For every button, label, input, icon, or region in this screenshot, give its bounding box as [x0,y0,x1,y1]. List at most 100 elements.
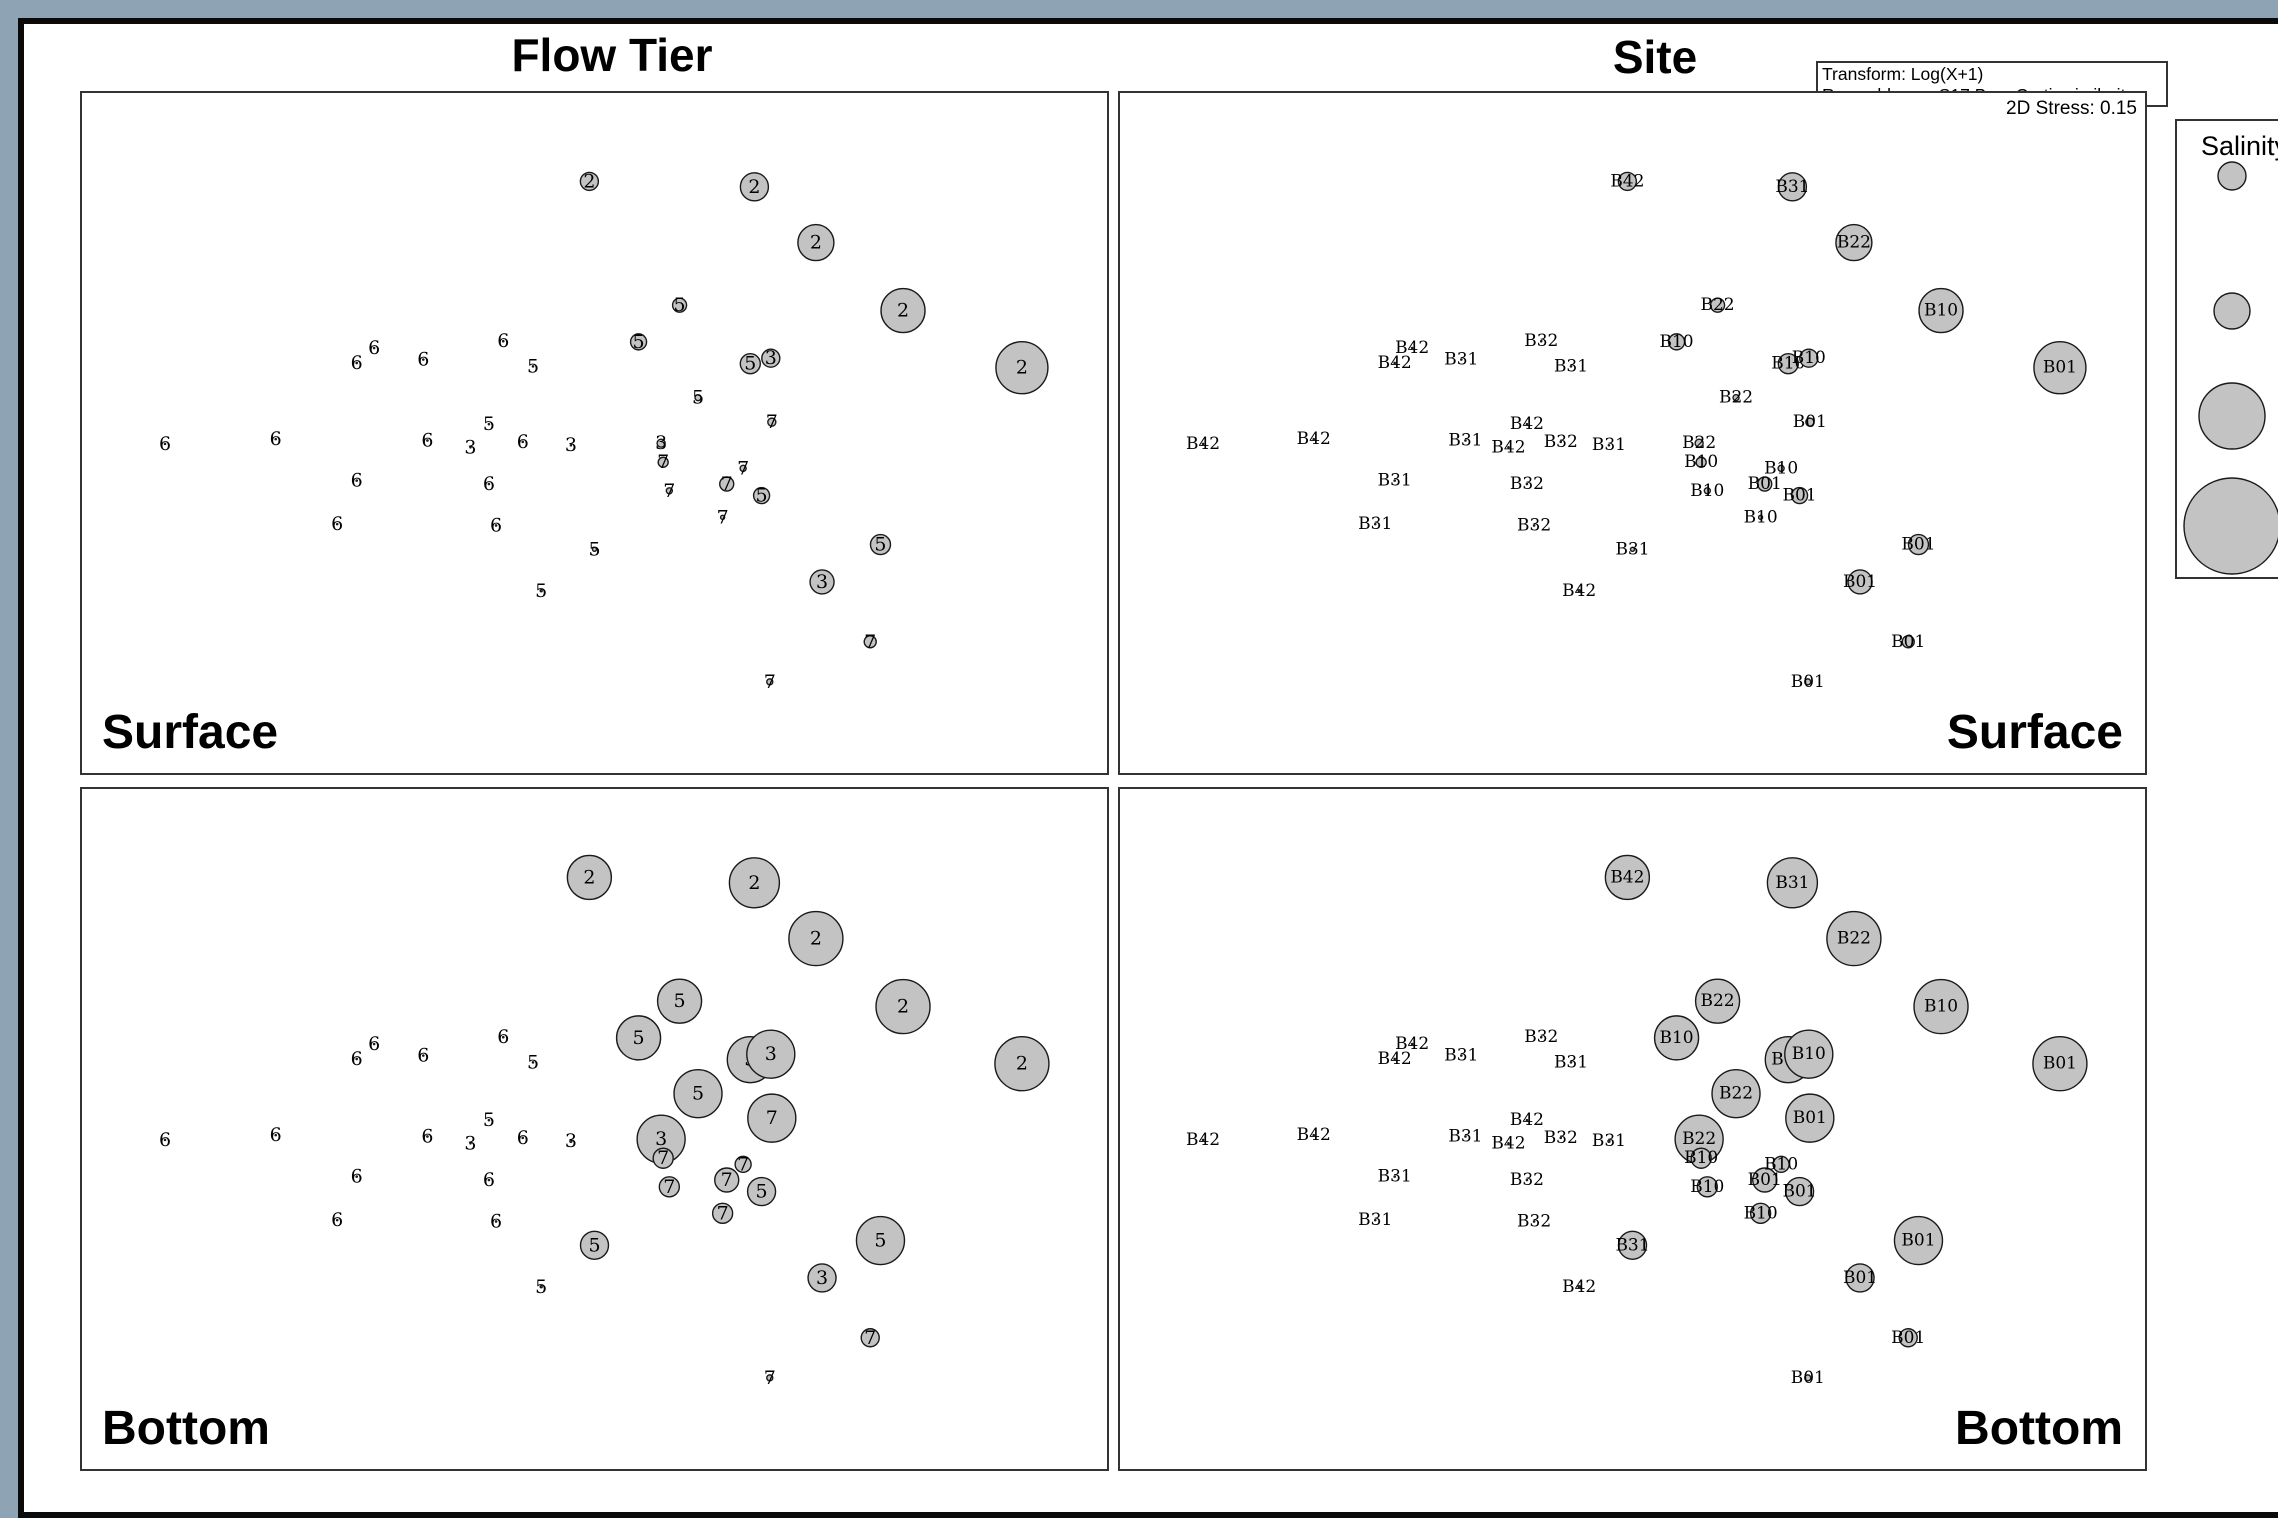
site-surface-bubble-8 [1799,348,1819,368]
panel-flow-tier-bottom: 2222255535737777575377556666665653636666… [80,787,1109,1471]
legend-bubble-2 [2198,382,2266,450]
site-bottom-bubble-15 [1772,1155,1790,1174]
tier-surface-label-6: 5 [633,331,645,353]
tier-surface-bubble-3 [880,287,926,334]
tier-bottom-bubble-16 [746,1176,777,1207]
site-bottom-bubble-29 [1539,1035,1543,1039]
site-surface-label-5: B22 [1701,295,1735,315]
tier-bottom-label-38: 6 [331,1209,343,1231]
tier-surface-bubble-12 [657,456,669,468]
legend-bubble-1 [2213,292,2251,330]
site-bottom-label-34: B32 [1544,1128,1578,1148]
site-surface-bubble-19 [1847,569,1873,595]
site-bottom-bubble-18 [1893,1215,1944,1266]
tier-surface-bubble-2 [797,223,835,262]
tier-surface-bubble-8 [761,348,781,368]
tier-surface-label-20: 7 [864,631,876,653]
tier-surface-bubble-1 [739,172,770,202]
site-surface-label-21: B01 [1791,672,1825,692]
tier-bottom-label-19: 3 [816,1267,828,1289]
tier-surface-label-39: 6 [490,514,502,536]
tier-bottom-bubble-21 [766,1374,774,1382]
site-bottom-label-2: B22 [1837,929,1871,949]
site-bottom-label-14: B01 [1748,1170,1782,1190]
tier-surface-label-22: 5 [588,538,600,560]
site-surface-bubble-32 [1525,422,1529,426]
site-bottom-label-32: B42 [1510,1110,1544,1130]
site-bottom-label-36: B31 [1378,1167,1412,1187]
site-surface-label-0: B42 [1610,171,1644,191]
site-surface-label-39: B32 [1517,515,1551,535]
tier-surface-label-31: 6 [421,429,433,451]
tier-bottom-label-10: 7 [766,1107,778,1129]
plot-site-surface: B42 B31B22B10B01B22B10B10B10B22B01B22B10B… [1186,171,2087,692]
tier-surface-bubble-20 [863,635,877,649]
site-surface-label-30: B31 [1554,356,1588,376]
tier-bottom-label-27: 6 [351,1048,363,1070]
tier-bottom-label-3: 2 [897,996,909,1018]
tier-bottom-bubble-30 [531,1061,535,1064]
tier-surface-label-12: 7 [657,451,669,473]
site-surface-label-35: B31 [1592,435,1626,455]
tier-surface-bubble-22 [591,546,598,552]
tier-surface-bubble-15 [739,464,747,473]
tier-bottom-label-23: 5 [535,1276,547,1298]
tier-surface-bubble-19 [809,569,835,595]
tier-bottom-label-39: 6 [490,1210,502,1232]
tier-bottom-label-33: 3 [464,1132,476,1154]
panel-label-surface: Surface [1946,706,2123,759]
site-bottom-label-24: B42 [1186,1130,1220,1150]
site-surface-label-24: B42 [1186,434,1220,454]
site-surface-bubble-3 [1918,287,1964,334]
panel-label-bottom: Bottom [102,1402,270,1455]
site-surface-bubble-26 [1410,346,1414,350]
tier-bottom-bubble-13 [658,1176,681,1198]
panel-label-bottom: Bottom [1955,1402,2123,1455]
tier-bottom-bubble-32 [487,1118,491,1122]
site-bottom-label-27: B42 [1378,1049,1412,1069]
site-bottom-label-8: B10 [1792,1044,1826,1064]
tier-surface-label-27: 6 [351,352,363,374]
site-surface-bubble-16 [1790,486,1809,505]
tier-bottom-bubble-26 [372,1042,376,1046]
site-bottom-bubble-30 [1569,1061,1573,1064]
tier-bottom-bubble-18 [855,1215,906,1266]
site-bottom-bubble-1 [1766,857,1819,909]
site-surface-bubble-39 [1532,524,1536,527]
site-bottom-label-29: B32 [1524,1027,1558,1047]
site-surface-label-31: B31 [1448,430,1482,450]
tier-bottom-bubble-17 [711,1202,734,1225]
site-bottom-label-11: B22 [1682,1129,1716,1149]
tier-surface-label-25: 6 [270,428,282,450]
tier-bottom-label-36: 6 [351,1166,363,1188]
site-bottom-label-26: B42 [1395,1034,1429,1054]
site-surface-bubble-4 [2033,341,2087,395]
site-surface-bubble-35 [1607,443,1611,447]
tier-surface-bubble-29 [501,339,505,343]
site-bottom-label-12: B10 [1684,1148,1718,1168]
site-surface-label-20: B01 [1891,632,1925,652]
tier-surface-bubble-36 [355,479,359,482]
tier-bottom-bubble-0 [566,854,613,901]
site-surface-bubble-9 [1732,393,1740,402]
tier-bottom-bubble-37 [487,1178,491,1182]
tier-bottom-label-21: 7 [764,1367,776,1389]
site-surface-label-11: B22 [1682,433,1716,453]
site-bottom-label-17: B10 [1744,1203,1778,1223]
tier-bottom-label-15: 7 [737,1153,749,1175]
site-bottom-bubble-36 [1393,1175,1397,1178]
tier-bottom-label-5: 5 [674,990,686,1012]
site-surface-bubble-38 [1373,522,1377,526]
site-surface-label-26: B42 [1395,338,1429,358]
tier-surface-bubble-31 [426,439,429,442]
site-bottom-label-9: B22 [1719,1084,1753,1104]
tier-surface-label-37: 6 [483,473,495,495]
tier-bottom-bubble-12 [652,1147,674,1169]
site-surface-bubble-37 [1525,482,1529,486]
tier-surface-bubble-38 [335,522,339,526]
tier-bottom-bubble-29 [501,1035,505,1039]
tier-surface-label-3: 2 [897,300,909,322]
legend-bubble-0 [2217,161,2247,191]
site-bottom-bubble-6 [1653,1015,1700,1061]
